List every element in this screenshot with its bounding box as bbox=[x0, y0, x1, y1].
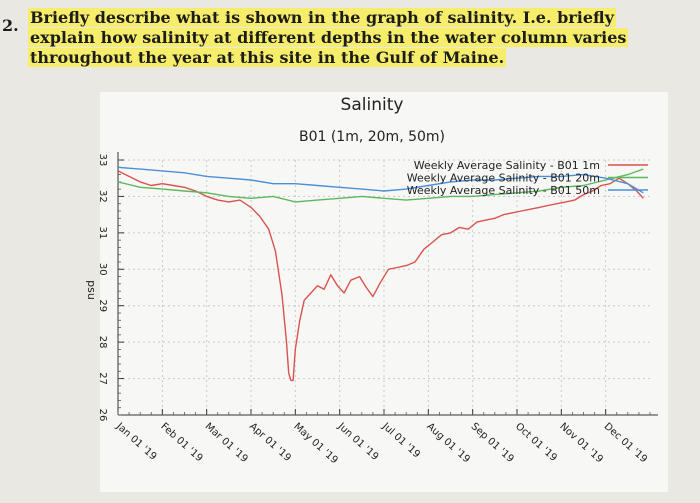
series-line-2 bbox=[117, 168, 644, 203]
y-tick-label: 29 bbox=[97, 299, 108, 312]
y-axis-label: psu bbox=[85, 280, 98, 300]
chart-title: Salinity bbox=[341, 95, 404, 115]
y-tick-label: 31 bbox=[97, 226, 108, 239]
legend-label: Weekly Average Salinity - B01 50m bbox=[407, 184, 600, 197]
y-tick-label: 30 bbox=[97, 263, 108, 276]
y-tick-label: 32 bbox=[97, 190, 108, 203]
series-line-3 bbox=[117, 166, 644, 194]
legend-label: Weekly Average Salinity - B01 20m bbox=[407, 172, 600, 185]
y-tick-label: 33 bbox=[97, 154, 108, 167]
y-tick-label: 28 bbox=[97, 336, 108, 349]
series-line-1 bbox=[117, 170, 644, 382]
series-lines bbox=[117, 166, 644, 382]
legend-label: Weekly Average Salinity - B01 1m bbox=[414, 159, 600, 172]
question-number: 2. bbox=[2, 16, 19, 35]
y-tick-label: 26 bbox=[97, 409, 108, 422]
y-tick-label: 27 bbox=[97, 372, 108, 385]
question-text-block: Briefly describe what is shown in the gr… bbox=[28, 8, 668, 68]
chart-subtitle: B01 (1m, 20m, 50m) bbox=[299, 129, 445, 145]
